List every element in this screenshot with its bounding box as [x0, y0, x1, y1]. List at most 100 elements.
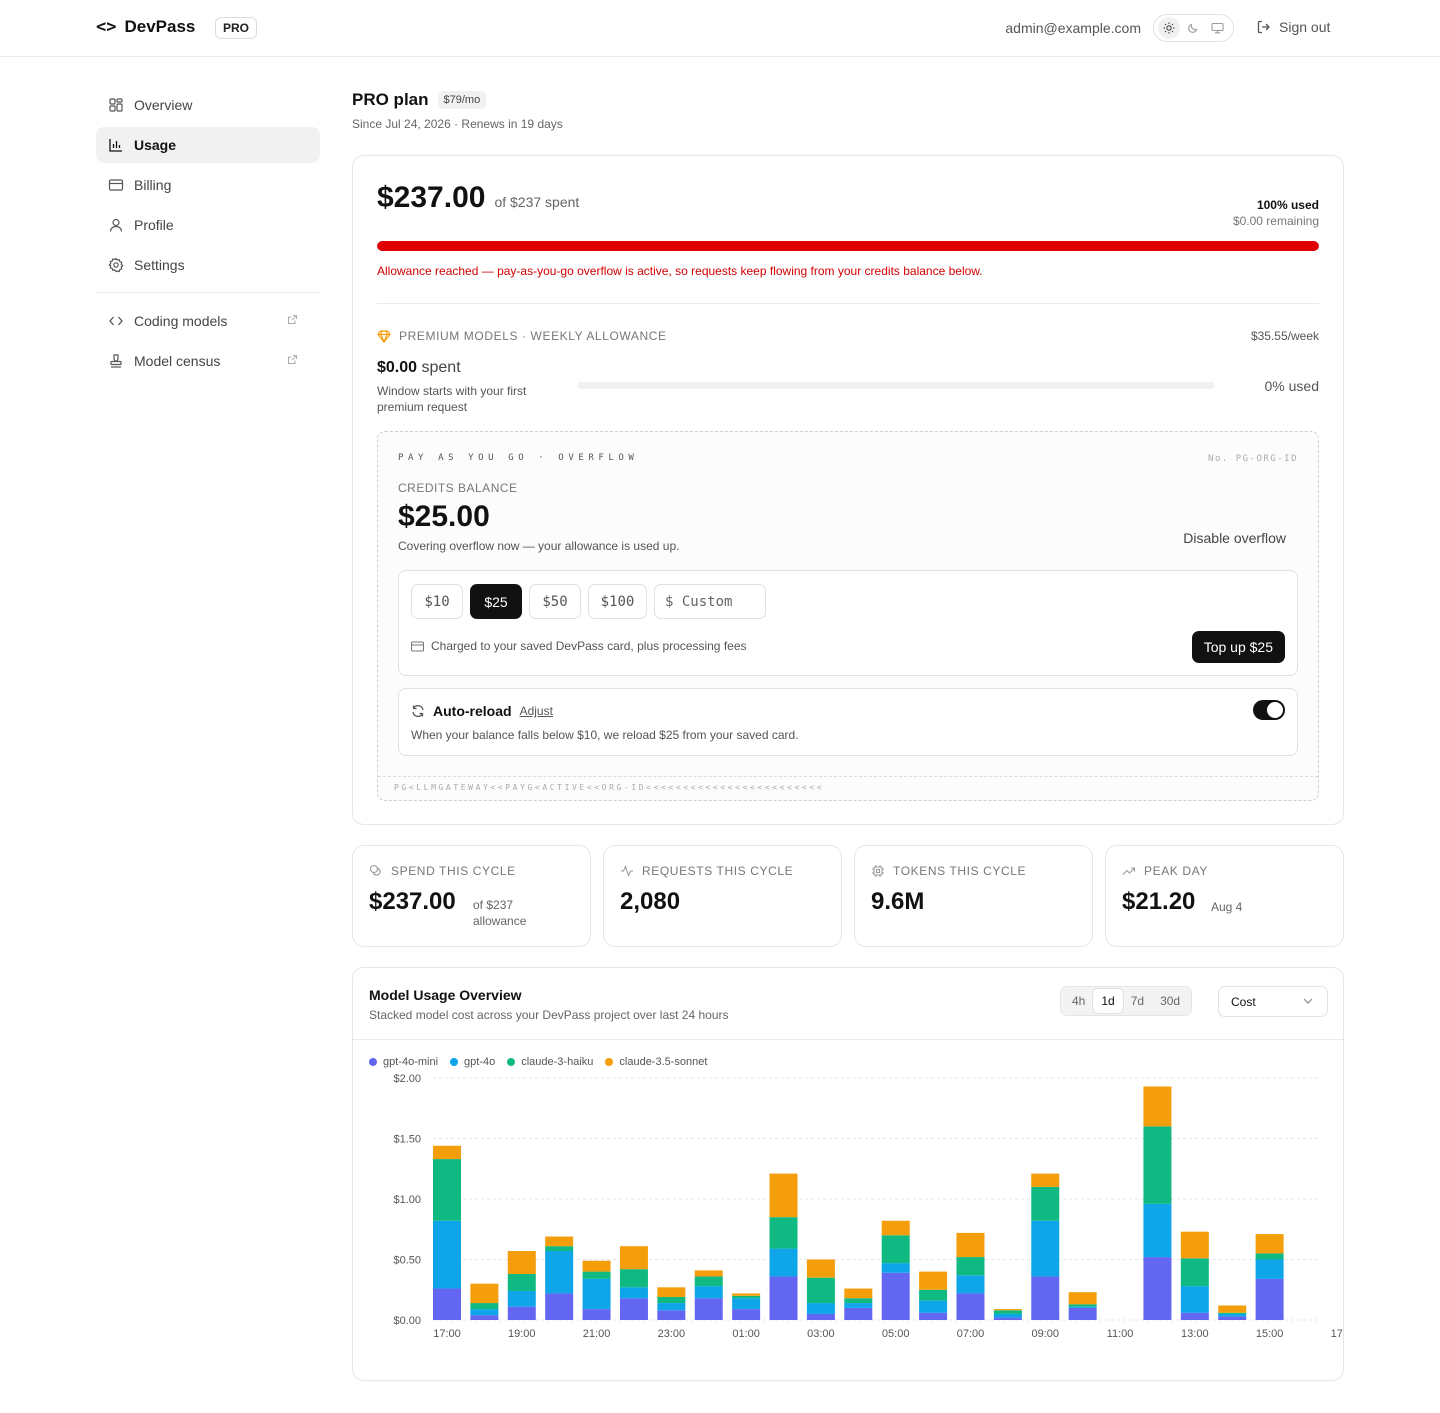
bar-segment-gpt-4o: [694, 1286, 723, 1299]
bar-segment-claude-3-haiku: [1068, 1304, 1097, 1307]
bar-segment-claude-3.5-sonnet: [844, 1288, 873, 1299]
disable-overflow-button[interactable]: Disable overflow: [1183, 530, 1286, 546]
bar-segment-gpt-4o: [470, 1309, 499, 1316]
bar-segment-claude-3-haiku: [1180, 1258, 1209, 1287]
bar-segment-claude-3.5-sonnet: [919, 1271, 948, 1290]
bar-segment-gpt-4o-mini: [582, 1309, 611, 1320]
coins-icon: [369, 864, 381, 876]
brand[interactable]: <> DevPass: [96, 17, 195, 37]
amount-50-button[interactable]: $50: [529, 584, 581, 619]
bar-segment-claude-3-haiku: [545, 1246, 574, 1252]
used-percent: 100% used: [1256, 198, 1319, 212]
moon-icon[interactable]: [1182, 17, 1204, 39]
stat-card-requests: REQUESTS THIS CYCLE 2,080: [603, 845, 842, 947]
sidebar-item-label: Overview: [134, 97, 193, 113]
y-tick-label: $0.50: [393, 1255, 421, 1267]
x-tick-label: 07:00: [957, 1328, 985, 1340]
model-usage-card: Model Usage Overview Stacked model cost …: [352, 967, 1344, 1381]
sidebar-item-billing[interactable]: Billing: [96, 167, 320, 203]
bar-segment-claude-3.5-sonnet: [881, 1220, 910, 1236]
bar-segment-claude-3-haiku: [844, 1298, 873, 1304]
topup-button[interactable]: Top up $25: [1191, 631, 1285, 663]
bar-segment-claude-3.5-sonnet: [1068, 1292, 1097, 1305]
bar-segment-gpt-4o-mini: [545, 1293, 574, 1320]
sidebar-item-settings[interactable]: Settings: [96, 247, 320, 283]
auto-reload-panel: Auto-reload Adjust When your balance fal…: [398, 688, 1298, 756]
premium-label-text: PREMIUM MODELS · WEEKLY ALLOWANCE: [399, 329, 667, 343]
bar-segment-claude-3-haiku: [1218, 1312, 1247, 1314]
bar-segment-claude-3-haiku: [507, 1274, 536, 1291]
stat-label-text: SPEND THIS CYCLE: [391, 864, 516, 878]
bar-segment-claude-3.5-sonnet: [1255, 1234, 1284, 1254]
range-4h-button[interactable]: 4h: [1072, 994, 1086, 1008]
legend-label: claude-3-haiku: [521, 1056, 594, 1068]
sidebar-item-overview[interactable]: Overview: [96, 87, 320, 123]
spent-of: of $237 spent: [494, 194, 580, 210]
amount-10-button[interactable]: $10: [411, 584, 463, 619]
allowance-alert: Allowance reached — pay-as-you-go overfl…: [377, 264, 983, 278]
bar-segment-gpt-4o: [1031, 1220, 1060, 1277]
sidebar-item-model-census[interactable]: Model census: [96, 343, 320, 379]
bar-segment-gpt-4o: [507, 1290, 536, 1307]
metric-select[interactable]: Cost: [1218, 986, 1328, 1017]
x-tick-label: 09:00: [1031, 1328, 1059, 1340]
legend-dot: [605, 1058, 614, 1066]
stat-value: $21.20: [1122, 888, 1196, 915]
bar-segment-gpt-4o-mini: [919, 1312, 948, 1320]
credits-label: CREDITS BALANCE: [398, 481, 518, 495]
sign-out-button[interactable]: Sign out: [1256, 19, 1330, 35]
sidebar-item-profile[interactable]: Profile: [96, 207, 320, 243]
bar-segment-claude-3.5-sonnet: [732, 1293, 761, 1296]
sidebar-item-usage[interactable]: Usage: [96, 127, 320, 163]
stat-label: TOKENS THIS CYCLE: [871, 864, 1026, 878]
auto-reload-title: Auto-reload Adjust: [411, 703, 553, 719]
x-tick-label: 01:00: [732, 1328, 760, 1340]
stats-row: SPEND THIS CYCLE $237.00 of $237 allowan…: [352, 845, 1344, 947]
y-tick-label: $2.00: [393, 1073, 421, 1085]
custom-amount-input[interactable]: $ Custom: [654, 584, 766, 619]
credit-card-icon: [108, 179, 124, 191]
range-30d-button[interactable]: 30d: [1160, 994, 1181, 1008]
x-tick-label: 23:00: [658, 1328, 686, 1340]
stat-label: REQUESTS THIS CYCLE: [620, 864, 793, 878]
amount-25-button[interactable]: $25: [470, 584, 522, 619]
external-link-icon: [288, 315, 297, 324]
sun-icon[interactable]: [1158, 17, 1181, 39]
sidebar-item-coding-models[interactable]: Coding models: [96, 303, 320, 339]
x-tick-label: 17:00: [1331, 1328, 1343, 1340]
diamond-icon: [377, 329, 391, 343]
monitor-icon[interactable]: [1207, 17, 1229, 39]
overflow-panel: PAY AS YOU GO · OVERFLOW No. PG-ORG-ID C…: [377, 431, 1319, 801]
range-1d-button[interactable]: 1d: [1093, 989, 1123, 1013]
bar-segment-claude-3.5-sonnet: [657, 1287, 686, 1298]
bar-segment-gpt-4o: [919, 1300, 948, 1313]
stat-value: 9.6M: [871, 888, 925, 915]
overflow-heading: PAY AS YOU GO · OVERFLOW: [398, 453, 639, 463]
x-tick-label: 21:00: [583, 1328, 611, 1340]
bar-segment-gpt-4o: [433, 1220, 461, 1289]
bar-segment-claude-3.5-sonnet: [619, 1246, 648, 1270]
legend-label: gpt-4o-mini: [383, 1056, 439, 1068]
machine-readable-strip: PG<LLMGATEWAY<<PAYG<ACTIVE<<ORG-ID<<<<<<…: [378, 776, 1318, 800]
y-tick-label: $1.50: [393, 1134, 421, 1146]
legend-dot: [450, 1058, 459, 1066]
bar-segment-gpt-4o: [993, 1313, 1022, 1318]
bar-segment-claude-3-haiku: [582, 1271, 611, 1279]
bar-segment-gpt-4o: [1143, 1203, 1172, 1258]
stat-value: $237.00: [369, 888, 456, 915]
adjust-link[interactable]: Adjust: [519, 704, 553, 718]
activity-icon: [621, 864, 633, 878]
plan-badge: PRO: [215, 17, 258, 39]
range-7d-button[interactable]: 7d: [1130, 994, 1145, 1008]
time-range-selector: 4h 1d 7d 30d: [1060, 986, 1193, 1016]
x-tick-label: 13:00: [1181, 1328, 1209, 1340]
amount-100-button[interactable]: $100: [588, 584, 647, 619]
bar-segment-gpt-4o-mini: [1143, 1257, 1172, 1320]
bar-chart-icon: [109, 139, 122, 152]
bar-segment-claude-3.5-sonnet: [993, 1309, 1022, 1311]
usage-summary: 100% used $0.00 remaining: [1233, 198, 1319, 228]
bar-segment-claude-3-haiku: [619, 1269, 648, 1288]
bar-segment-claude-3-haiku: [1255, 1253, 1284, 1260]
bar-segment-gpt-4o: [806, 1303, 835, 1314]
auto-reload-toggle[interactable]: [1253, 700, 1285, 720]
